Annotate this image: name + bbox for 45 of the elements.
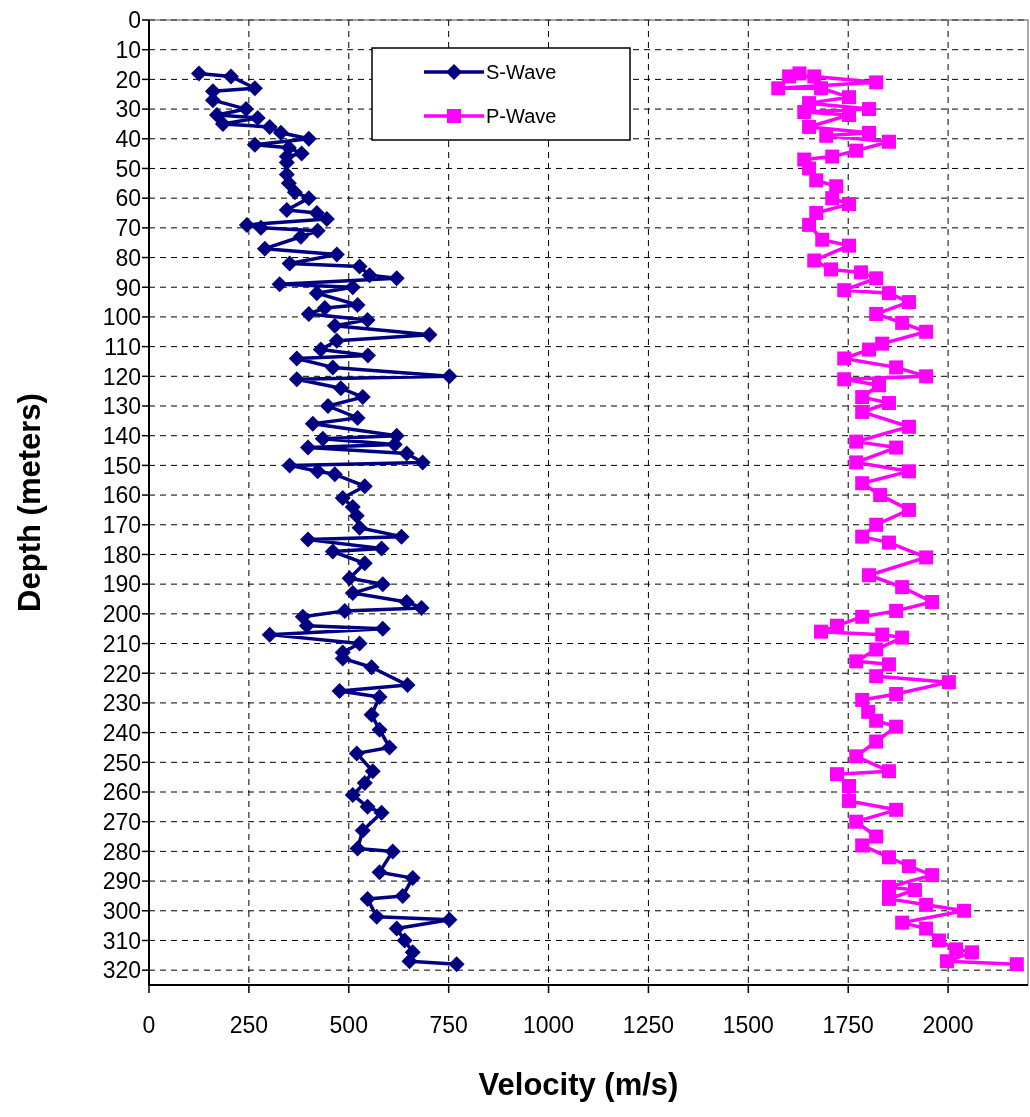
legend-label: S-Wave <box>486 61 557 84</box>
y-tick-label: 270 <box>102 808 141 835</box>
y-tick-label: 120 <box>102 363 141 390</box>
y-tick-label: 290 <box>102 868 141 895</box>
x-tick-label: 750 <box>429 1012 468 1038</box>
y-tick-label: 10 <box>115 36 141 63</box>
y-tick-label: 110 <box>104 333 141 360</box>
y-tick-label: 150 <box>102 452 141 479</box>
y-tick-label: 200 <box>102 601 141 628</box>
y-tick-label: 20 <box>115 66 141 93</box>
y-axis-title: Depth (meters) <box>12 393 47 612</box>
y-tick-label: 160 <box>102 482 141 509</box>
y-tick-label: 100 <box>102 304 141 331</box>
y-tick-label: 190 <box>102 571 141 598</box>
x-axis-title: Velocity (m/s) <box>478 1067 679 1102</box>
y-tick-label: 0 <box>128 7 141 34</box>
y-tick-label: 230 <box>102 690 141 717</box>
y-tick-label: 50 <box>115 155 141 182</box>
y-tick-label: 140 <box>102 422 141 449</box>
x-tick-label: 250 <box>229 1012 269 1038</box>
x-tick-label: 500 <box>329 1012 368 1038</box>
y-tick-label: 320 <box>102 957 141 984</box>
legend-label: P-Wave <box>486 105 557 128</box>
y-tick-label: 220 <box>102 660 141 687</box>
y-tick-label: 70 <box>115 215 141 242</box>
x-tick-label: 1500 <box>722 1012 774 1038</box>
y-tick-label: 240 <box>102 719 141 746</box>
y-tick-label: 80 <box>115 244 141 271</box>
x-tick-label: 1750 <box>822 1012 874 1038</box>
y-tick-label: 60 <box>115 185 141 212</box>
y-tick-label: 180 <box>102 541 141 568</box>
y-tick-label: 280 <box>102 838 141 865</box>
x-tick-label: 2000 <box>922 1012 974 1038</box>
x-tick-label: 1250 <box>622 1012 675 1038</box>
y-tick-label: 90 <box>115 274 141 301</box>
y-tick-label: 250 <box>102 749 141 776</box>
y-tick-label: 130 <box>102 393 141 420</box>
y-tick-label: 30 <box>115 96 141 123</box>
y-tick-label: 310 <box>102 927 141 954</box>
y-tick-label: 40 <box>115 126 141 153</box>
y-tick-label: 170 <box>102 512 141 539</box>
y-tick-label: 260 <box>102 779 141 806</box>
x-tick-label: 1000 <box>522 1012 575 1038</box>
y-tick-label: 210 <box>102 630 141 657</box>
y-tick-label: 300 <box>102 898 141 925</box>
